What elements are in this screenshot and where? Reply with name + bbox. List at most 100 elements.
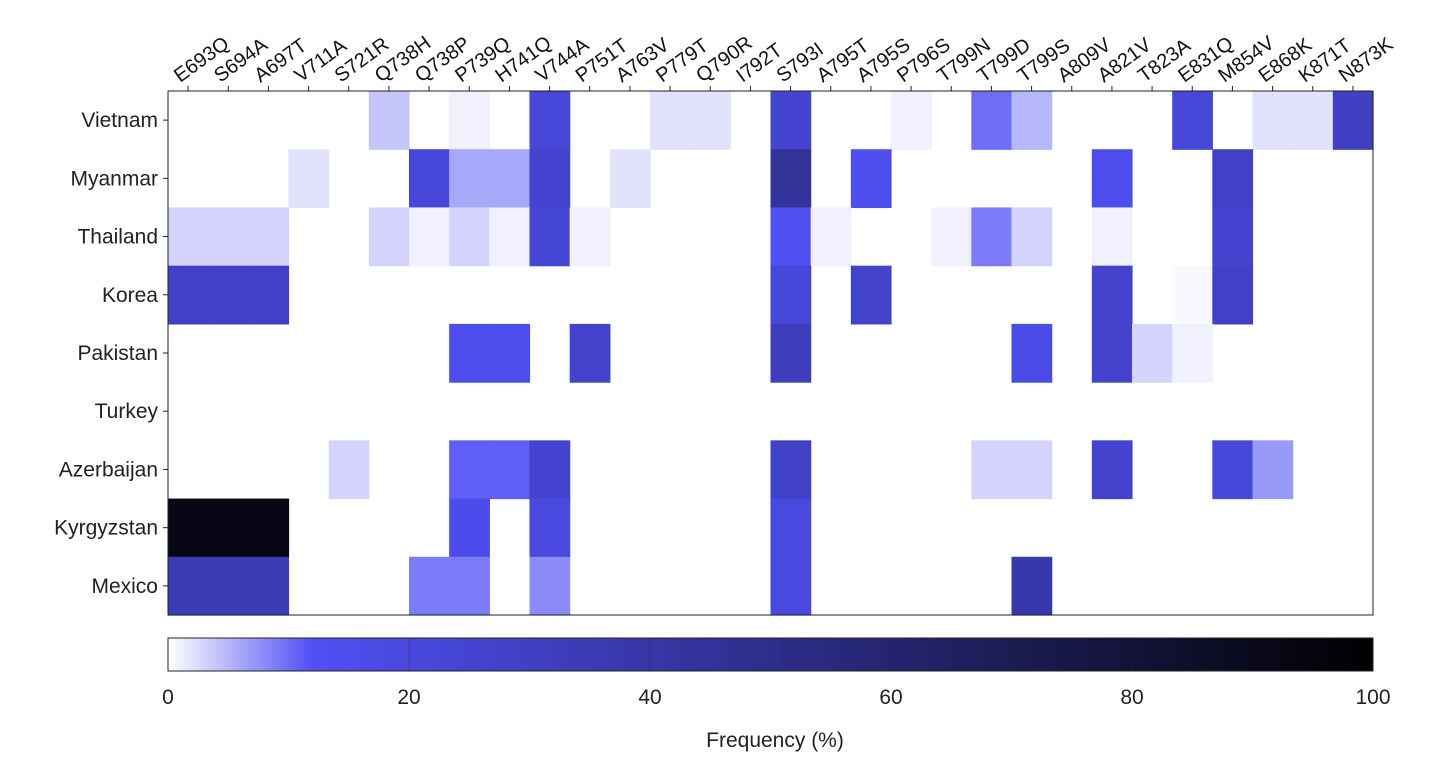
heatmap-cell [449, 91, 490, 150]
heatmap-cell [1091, 207, 1133, 267]
heatmap-cell [1212, 207, 1254, 267]
heatmap-cell [690, 91, 731, 150]
row-label: Mexico [91, 575, 158, 598]
heatmap-cell [168, 556, 209, 616]
heatmap-cell [770, 265, 812, 325]
heatmap-cell [770, 149, 812, 209]
heatmap-cell [971, 440, 1013, 500]
heatmap-cell [449, 556, 490, 616]
heatmap-cell [569, 207, 611, 267]
heatmap-cell [770, 207, 812, 267]
heatmap-cell [931, 207, 972, 267]
heatmap-cell [368, 91, 410, 150]
heatmap-cell [1292, 91, 1334, 150]
heatmap-cell [891, 91, 932, 150]
heatmap-cell [489, 323, 531, 383]
heatmap-cell [1011, 556, 1053, 616]
heatmap-cell [1252, 91, 1294, 150]
heatmap-cell [810, 207, 852, 267]
heatmap-cell [489, 149, 531, 209]
colorbar-tick-label: 80 [1120, 686, 1143, 709]
row-label: Vietnam [81, 109, 158, 132]
heatmap-cell [1091, 440, 1133, 500]
heatmap-cell [489, 440, 531, 500]
heatmap-cell [409, 207, 450, 267]
row-label: Turkey [95, 400, 159, 423]
heatmap-cell [368, 207, 410, 267]
heatmap-cell [208, 498, 249, 558]
heatmap-cell [529, 149, 571, 209]
colorbar-tick-label: 100 [1355, 686, 1390, 709]
heatmap-cell [449, 207, 490, 267]
row-label: Azerbaijan [59, 458, 158, 481]
heatmap-cell [529, 498, 571, 558]
heatmap-cell [1011, 323, 1053, 383]
heatmap-cell [208, 265, 249, 325]
heatmap-cell [529, 556, 571, 616]
heatmap-cell [770, 556, 812, 616]
heatmap-cell [248, 265, 290, 325]
heatmap-cell [1011, 440, 1053, 500]
heatmap-cell [1332, 91, 1374, 150]
heatmap-cell [770, 440, 812, 500]
heatmap-cell [1132, 323, 1173, 383]
heatmap-cell [1212, 149, 1254, 209]
heatmap-cell [1252, 440, 1294, 500]
heatmap-cell [489, 207, 531, 267]
row-labels: Vietnam Myanmar Thailand Korea Pakistan Turke… [54, 109, 168, 598]
row-label: Pakistan [77, 342, 158, 365]
colorbar-axis-label: Frequency (%) [706, 729, 844, 752]
heatmap-cell [1212, 265, 1254, 325]
column-labels: E693QS694AA697TV711AS721RQ738HQ738PP739Q… [170, 32, 1398, 91]
heatmap-cell [409, 149, 450, 209]
heatmap-cell [168, 265, 209, 325]
heatmap-cell [971, 207, 1013, 267]
heatmap-cell [208, 556, 249, 616]
heatmap-cell [248, 498, 290, 558]
heatmap-cell [449, 149, 490, 209]
row-label: Thailand [77, 226, 158, 249]
heatmap-cell [248, 207, 290, 267]
heatmap-cell [609, 149, 651, 209]
heatmap-cell [409, 556, 450, 616]
row-label: Myanmar [70, 167, 158, 190]
heatmap-cell [850, 265, 892, 325]
heatmap-cell [1172, 265, 1213, 325]
heatmap-cell [770, 323, 812, 383]
heatmap-cell [288, 149, 330, 209]
heatmap-cell [1011, 91, 1053, 150]
heatmap-cell [1172, 323, 1213, 383]
heatmap-cell [168, 207, 209, 267]
colorbar-tick-label: 20 [397, 686, 420, 709]
colorbar-tick-label: 40 [638, 686, 661, 709]
heatmap-cell [529, 207, 571, 267]
colorbar-tick-label: 60 [879, 686, 902, 709]
heatmap-cell [168, 498, 209, 558]
heatmap-cell [529, 91, 571, 150]
heatmap-cell [248, 556, 290, 616]
heatmap-cell [569, 323, 611, 383]
row-label: Korea [102, 284, 158, 307]
heatmap-cell [208, 207, 249, 267]
heatmap-cell [1091, 149, 1133, 209]
heatmap-cell [449, 440, 490, 500]
heatmap-cell [449, 323, 490, 383]
row-label: Kyrgyzstan [54, 517, 158, 540]
heatmap-cell [449, 498, 490, 558]
colorbar: 0 20 40 60 80 100 [162, 637, 1391, 709]
heatmap-cell [1091, 323, 1133, 383]
colorbar-gradient [167, 637, 1374, 672]
heatmap-cell [1091, 265, 1133, 325]
heatmap-cell [1212, 440, 1254, 500]
heatmap-cells [167, 90, 1374, 616]
heatmap-cell [328, 440, 370, 500]
heatmap-cell [850, 149, 892, 209]
heatmap-cell [1011, 207, 1053, 267]
heatmap-cell [529, 440, 571, 500]
heatmap-cell [971, 91, 1013, 150]
heatmap-cell [770, 91, 812, 150]
heatmap-cell [1172, 91, 1213, 150]
heatmap-cell [770, 498, 812, 558]
